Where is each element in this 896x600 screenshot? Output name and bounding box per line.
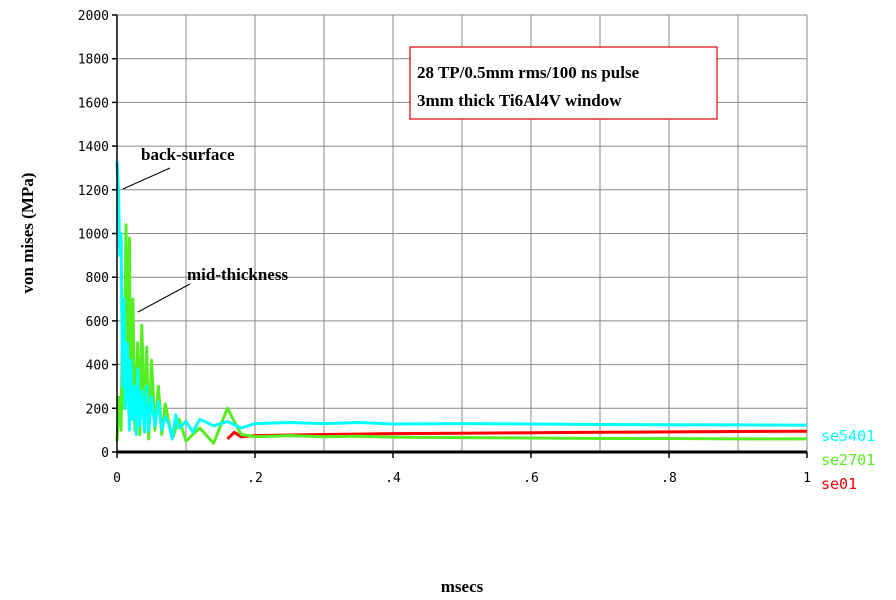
x-tick-label: .4 [385,471,401,486]
annotation-mid-thickness: mid-thickness [187,265,288,284]
series-layer [115,161,808,445]
x-tick-label: .8 [661,471,677,486]
series-line-se2701 [115,223,807,445]
y-tick-label: 1600 [78,96,109,111]
x-tick-label: .2 [247,471,263,486]
annotation-box-line-2: 3mm thick Ti6Al4V window [417,91,622,110]
annotation-back-surface-leader [122,167,171,190]
y-axis-ticks: 0 200 400 600 800 1000 1200 1400 1600 1800 2000 [78,9,117,461]
legend-entry-se01: se01 [821,475,857,493]
y-tick-label: 800 [86,271,109,286]
y-tick-label: 600 [86,315,109,330]
y-tick-label: 400 [86,359,109,374]
y-axis-label: von mises (MPa) [18,173,37,294]
y-tick-label: 2000 [78,9,109,24]
series-line-se01 [226,429,808,440]
y-tick-label: 1000 [78,228,109,243]
legend-entry-se2701: se2701 [821,451,875,469]
x-tick-label: .6 [523,471,539,486]
annotation-box: 28 TP/0.5mm rms/100 ns pulse 3mm thick T… [409,46,718,120]
annotation-mid-thickness-leader [137,283,191,313]
x-axis-label: msecs [441,577,484,596]
annotations: back-surface mid-thickness [122,145,288,313]
legend-entry-se5401: se5401 [821,427,875,445]
y-tick-label: 0 [101,446,109,461]
x-tick-label: 1 [803,471,811,486]
series-line-se5401 [115,161,808,441]
y-tick-label: 1800 [78,53,109,68]
y-tick-label: 1400 [78,140,109,155]
annotation-back-surface: back-surface [141,145,235,164]
x-axis-ticks: 0 .2 .4 .6 .8 1 [113,452,811,486]
y-tick-label: 200 [86,402,109,417]
y-tick-label: 1200 [78,184,109,199]
legend: se5401 se2701 se01 [821,427,875,493]
x-tick-label: 0 [113,471,121,486]
annotation-box-line-1: 28 TP/0.5mm rms/100 ns pulse [417,63,640,82]
